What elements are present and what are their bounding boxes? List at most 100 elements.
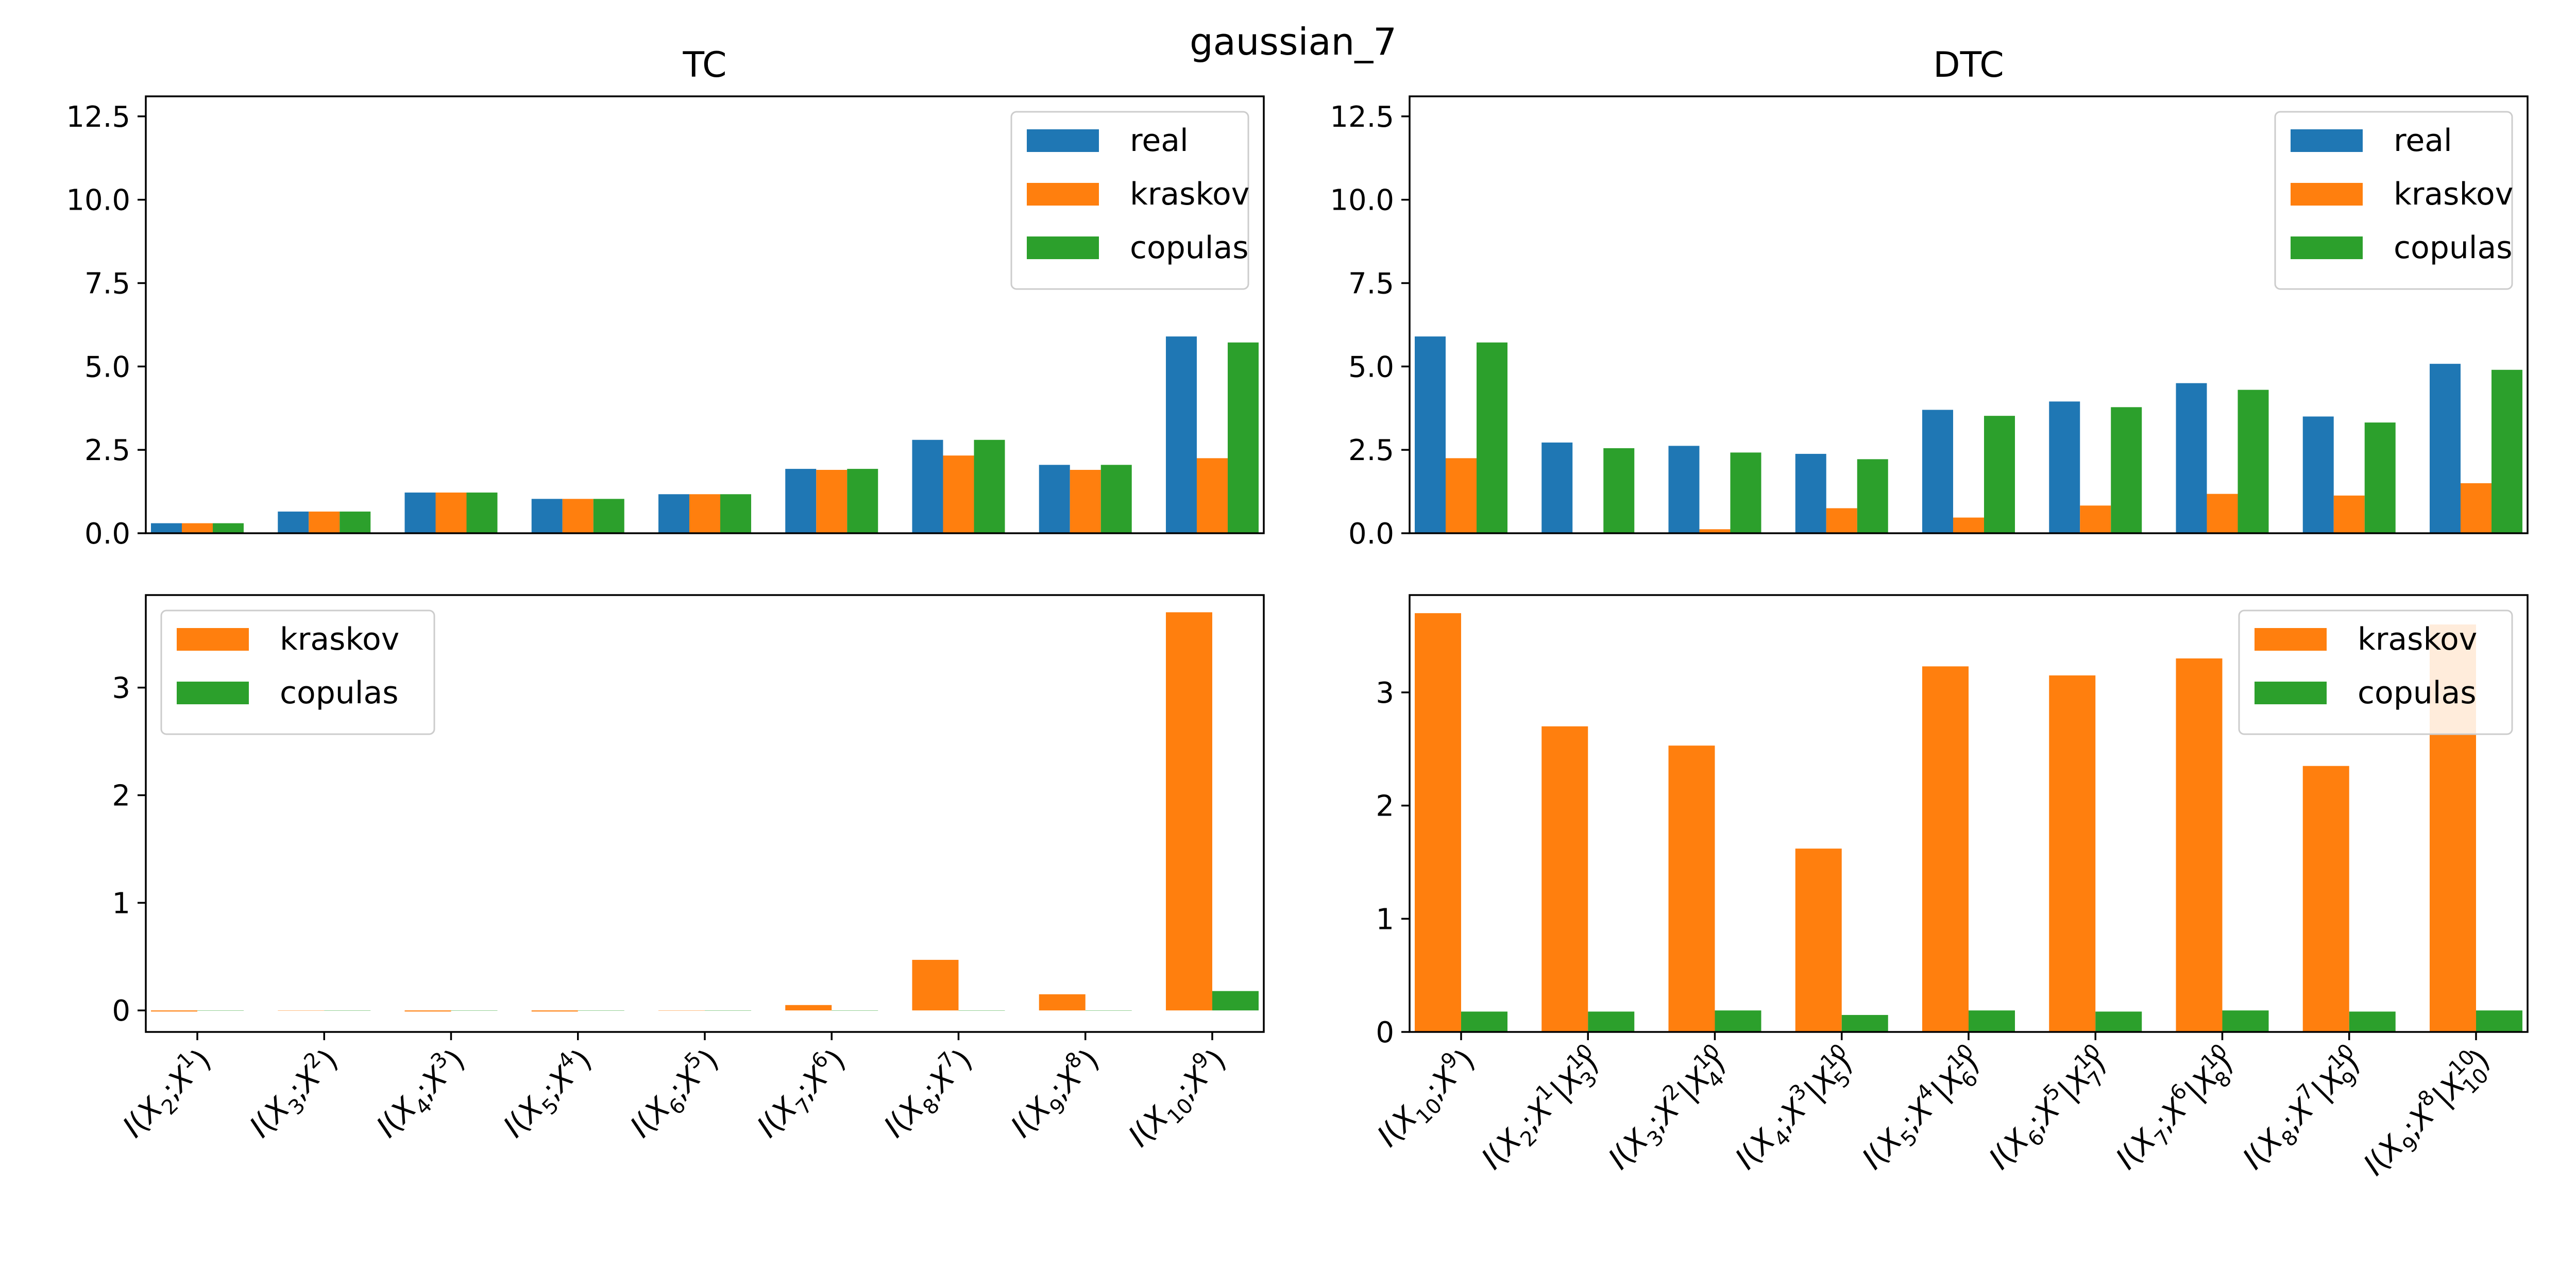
bar-real-7 bbox=[2302, 416, 2334, 533]
x-tick-label: I(X10;X9) bbox=[1118, 1039, 1237, 1158]
legend-swatch-copulas bbox=[2291, 236, 2363, 259]
legend-swatch-real bbox=[2291, 129, 2363, 152]
bar-real-8 bbox=[2429, 364, 2461, 533]
bar-kraskov-8 bbox=[2460, 483, 2492, 533]
legend-swatch-copulas bbox=[2255, 682, 2327, 704]
x-tick-label: I(X8;X7) bbox=[874, 1039, 984, 1148]
x-tick-label: I(X5;X4) bbox=[494, 1039, 603, 1148]
legend: real kraskov copulas bbox=[2274, 111, 2513, 290]
legend: real kraskov copulas bbox=[1010, 111, 1249, 290]
bar-copulas-0 bbox=[1477, 342, 1507, 533]
legend-swatch-real bbox=[1027, 129, 1099, 152]
bar-kraskov-6 bbox=[943, 455, 974, 533]
bar-kraskov-7 bbox=[1070, 470, 1101, 533]
y-tick-label: 2.5 bbox=[1348, 434, 1394, 467]
x-tick-label: I(X5;X4|X106) bbox=[1852, 1039, 1994, 1181]
x-tick-label: I(X4;X3) bbox=[367, 1039, 476, 1148]
bar-copulas-7 bbox=[1100, 465, 1132, 533]
bar-copulas-2 bbox=[1730, 452, 1761, 533]
bar-kraskov-3 bbox=[562, 499, 594, 533]
bar-copulas-0 bbox=[197, 1010, 244, 1011]
bar-kraskov-2 bbox=[435, 493, 467, 533]
bar-kraskov-4 bbox=[1953, 517, 1984, 533]
bar-copulas-5 bbox=[2095, 1011, 2142, 1032]
y-tick-label: 5.0 bbox=[1348, 350, 1394, 384]
x-tick-label: I(X7;X6|X108) bbox=[2106, 1039, 2248, 1181]
bar-copulas-7 bbox=[2349, 1011, 2396, 1032]
bar-real-0 bbox=[151, 523, 182, 533]
bar-copulas-4 bbox=[1968, 1010, 2015, 1032]
x-tick-label: I(X7;X6) bbox=[747, 1039, 856, 1148]
bar-kraskov-7 bbox=[2333, 495, 2365, 533]
axes-frame bbox=[145, 95, 1265, 534]
axes-title: TC bbox=[682, 45, 726, 86]
bar-kraskov-5 bbox=[785, 1005, 832, 1011]
bar-kraskov-1 bbox=[278, 1010, 325, 1011]
y-tick-label: 12.5 bbox=[1330, 100, 1394, 134]
bar-copulas-4 bbox=[720, 494, 751, 533]
bar-kraskov-2 bbox=[404, 1010, 451, 1012]
y-tick-label: 12.5 bbox=[66, 100, 130, 134]
bar-copulas-1 bbox=[340, 511, 371, 533]
y-tick-label: 0 bbox=[112, 994, 130, 1028]
bar-real-1 bbox=[1541, 442, 1573, 533]
legend-swatch-copulas bbox=[177, 682, 249, 704]
bar-kraskov-3 bbox=[1795, 849, 1842, 1032]
x-tick-label: I(X10;X9) bbox=[1367, 1039, 1486, 1158]
y-tick-label: 3 bbox=[1376, 676, 1394, 710]
legend-swatch-kraskov bbox=[2255, 628, 2327, 651]
y-tick-label: 1 bbox=[112, 887, 130, 920]
bar-kraskov-7 bbox=[1039, 994, 1086, 1011]
bar-copulas-0 bbox=[213, 523, 244, 533]
bar-copulas-5 bbox=[832, 1010, 878, 1011]
legend-label-kraskov: kraskov bbox=[1130, 176, 1249, 212]
bar-kraskov-0 bbox=[151, 1010, 197, 1012]
bar-copulas-1 bbox=[1588, 1011, 1635, 1032]
x-tick-label: I(X6;X5) bbox=[620, 1039, 730, 1148]
legend-swatch-kraskov bbox=[2291, 183, 2363, 206]
bar-copulas-1 bbox=[1603, 448, 1635, 533]
legend-swatch-kraskov bbox=[177, 628, 249, 651]
y-tick-label: 10.0 bbox=[1330, 184, 1394, 217]
bar-copulas-5 bbox=[847, 469, 878, 533]
bar-kraskov-5 bbox=[2049, 675, 2096, 1032]
panel-tc-bottom: 0 1 2 3 I(X2;X1)I(X3;X2)I(X4;X3)I(X5;X4)I(X6… bbox=[112, 594, 1265, 1158]
x-tick-label: I(X4;X3|X105) bbox=[1725, 1039, 1868, 1181]
bar-kraskov-3 bbox=[531, 1010, 578, 1012]
axes-title: DTC bbox=[1933, 45, 2004, 86]
y-tick-label: 7.5 bbox=[84, 267, 130, 301]
bar-real-4 bbox=[1922, 410, 1953, 533]
bar-kraskov-2 bbox=[1699, 529, 1731, 533]
bar-kraskov-0 bbox=[182, 523, 213, 533]
bar-copulas-3 bbox=[593, 499, 624, 533]
bar-copulas-8 bbox=[2491, 369, 2522, 533]
legend-swatch-kraskov bbox=[1027, 183, 1099, 206]
bar-real-4 bbox=[658, 494, 689, 533]
suptitle: gaussian_7 bbox=[1190, 20, 1397, 63]
legend-label-copulas: copulas bbox=[1130, 230, 1249, 266]
bar-copulas-4 bbox=[1984, 416, 2015, 533]
x-tick-label: I(X2;X1) bbox=[113, 1039, 222, 1148]
bar-real-1 bbox=[278, 511, 309, 533]
bar-real-0 bbox=[1415, 336, 1446, 533]
bar-kraskov-4 bbox=[689, 494, 720, 533]
bar-real-8 bbox=[1165, 336, 1197, 533]
bar-copulas-8 bbox=[2476, 1010, 2522, 1032]
legend-label-kraskov: kraskov bbox=[2358, 621, 2477, 657]
y-tick-label: 0 bbox=[1376, 1016, 1394, 1049]
bar-real-2 bbox=[1668, 446, 1700, 533]
y-tick-label: 1 bbox=[1376, 903, 1394, 936]
bar-kraskov-5 bbox=[816, 470, 848, 533]
x-tick-label: I(X9;X8|X1010) bbox=[2353, 1039, 2501, 1187]
bar-copulas-5 bbox=[2111, 407, 2142, 533]
bar-kraskov-4 bbox=[1922, 666, 1969, 1032]
bar-copulas-7 bbox=[1085, 1010, 1132, 1011]
x-tick-label: I(X8;X7|X109) bbox=[2233, 1039, 2375, 1181]
bar-copulas-4 bbox=[704, 1010, 751, 1011]
bar-kraskov-1 bbox=[1541, 726, 1588, 1032]
bar-kraskov-4 bbox=[658, 1010, 705, 1011]
panel-tc-top: TC 0.0 2.5 5.0 7.5 10.0 12.5 real kraskov copulas bbox=[66, 45, 1265, 551]
bar-copulas-6 bbox=[974, 439, 1005, 533]
y-tick-label: 0.0 bbox=[1348, 517, 1394, 551]
